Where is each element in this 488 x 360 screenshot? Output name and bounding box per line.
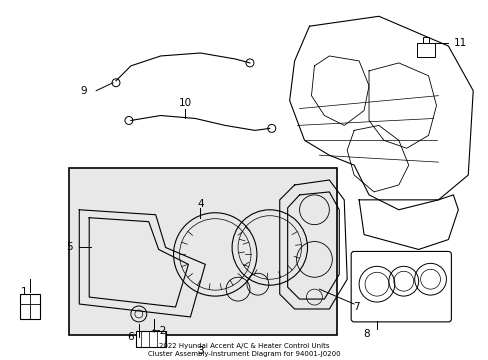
Text: 8: 8: [363, 329, 369, 339]
Text: 1: 1: [20, 287, 27, 297]
Bar: [416, 43, 434, 57]
Bar: [69, 168, 337, 335]
Text: 2022 Hyundai Accent A/C & Heater Control Units
Cluster Assembly-Instrument Diagr: 2022 Hyundai Accent A/C & Heater Control…: [147, 343, 340, 357]
Text: ←2: ←2: [152, 326, 167, 336]
FancyBboxPatch shape: [350, 251, 450, 322]
Text: 10: 10: [179, 98, 192, 108]
Bar: [20, 294, 40, 319]
Text: 11: 11: [453, 38, 466, 48]
Polygon shape: [289, 16, 472, 210]
Text: 5: 5: [66, 243, 73, 252]
Text: 4: 4: [197, 199, 203, 209]
Text: 7: 7: [352, 302, 359, 312]
Bar: [136, 331, 165, 347]
Bar: [422, 37, 427, 43]
Text: 3: 3: [197, 346, 203, 356]
Text: 9: 9: [80, 86, 86, 96]
Text: 6: 6: [127, 332, 134, 342]
